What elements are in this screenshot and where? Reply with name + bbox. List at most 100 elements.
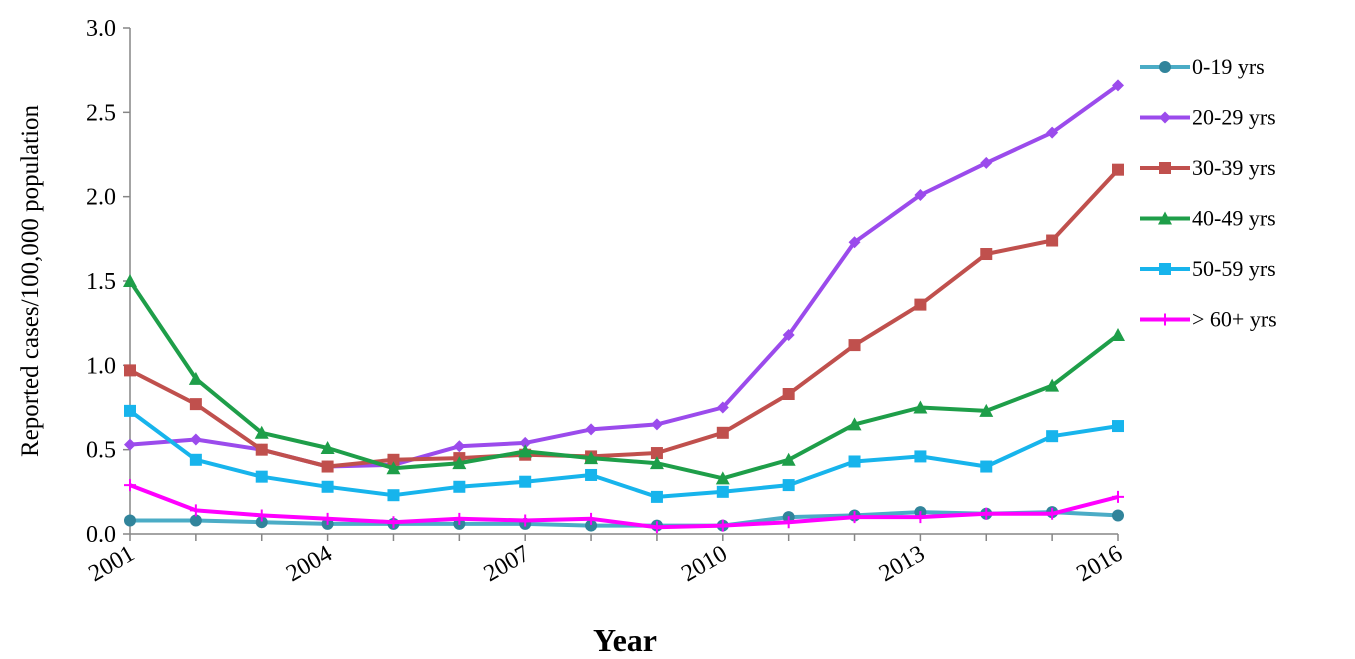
data-point (980, 248, 993, 261)
y-ticks: 0.0 0.5 1.0 1.5 2.0 2.5 3.0 (86, 16, 130, 548)
data-point (255, 509, 268, 522)
legend-marker (1159, 162, 1171, 174)
series-line (129, 483, 1119, 530)
legend-marker (1159, 263, 1171, 275)
data-point (848, 339, 861, 352)
legend-item: 40-49 yrs (1140, 206, 1276, 231)
data-point (848, 236, 861, 249)
data-point (980, 156, 993, 169)
data-point (189, 504, 202, 517)
legend-label: 0-19 yrs (1192, 54, 1265, 79)
data-point (320, 440, 335, 454)
data-point (782, 516, 795, 529)
data-point (650, 447, 663, 460)
data-point (584, 451, 599, 465)
data-point (387, 516, 400, 529)
x-tick-label: 2013 (875, 541, 930, 588)
data-point (914, 511, 927, 524)
series-line (128, 279, 1120, 481)
series-line (130, 510, 1119, 528)
y-tick-label: 1.0 (86, 353, 116, 379)
data-point (1045, 378, 1060, 392)
data-point (321, 480, 334, 493)
data-point (913, 400, 928, 414)
data-point (914, 188, 927, 201)
data-point (650, 521, 663, 534)
legend-item: 50-59 yrs (1140, 256, 1276, 281)
data-point (1112, 420, 1124, 433)
data-point (716, 426, 729, 439)
data-point (387, 453, 400, 466)
data-point (1046, 126, 1059, 139)
legend-item: 30-39 yrs (1140, 155, 1276, 180)
data-point (1046, 507, 1059, 520)
series-6 (124, 479, 1124, 534)
x-tick-label: 2010 (677, 541, 732, 588)
data-point (189, 514, 202, 527)
y-tick-label: 0.5 (86, 438, 116, 464)
series-line (129, 168, 1120, 469)
data-point (715, 471, 730, 485)
data-point (124, 479, 136, 492)
data-point (124, 364, 136, 377)
data-point (519, 436, 532, 449)
data-point (782, 328, 795, 341)
data-point (716, 401, 729, 414)
data-point (716, 519, 729, 532)
data-point (254, 425, 269, 439)
series-2 (124, 79, 1124, 473)
y-tick-label: 1.5 (86, 269, 116, 295)
legend: 0-19 yrs 20-29 yrs 30-39 yrs 40-49 yrs 50-59… (1140, 54, 1277, 332)
legend-item: 20-29 yrs (1140, 105, 1276, 130)
data-point (519, 514, 532, 527)
x-ticks: 2001 2004 2007 2010 2013 2016 (84, 534, 1127, 587)
data-point (321, 460, 334, 473)
legend-marker (1159, 61, 1171, 73)
legend-item: > 60+ yrs (1140, 307, 1277, 332)
data-point (321, 512, 334, 525)
data-point (255, 516, 268, 529)
legend-marker (1158, 211, 1172, 225)
series-5 (124, 404, 1124, 503)
data-point (452, 456, 467, 470)
data-point (782, 388, 795, 401)
data-point (914, 298, 927, 311)
data-point (585, 468, 598, 481)
data-point (585, 512, 598, 525)
data-point (519, 475, 532, 488)
x-axis-title: Year (593, 622, 657, 658)
data-point (848, 455, 861, 468)
data-point (781, 452, 796, 466)
y-axis-title: Reported cases/100,000 population (17, 104, 44, 457)
legend-label: 40-49 yrs (1192, 206, 1276, 231)
data-point (255, 443, 268, 456)
data-point (387, 489, 400, 502)
x-tick-label: 2007 (480, 541, 535, 588)
data-point (1112, 79, 1124, 92)
data-point (453, 512, 466, 525)
y-tick-label: 3.0 (86, 16, 116, 42)
data-point (1111, 327, 1125, 341)
data-point (453, 480, 466, 493)
data-point (847, 417, 862, 431)
data-point (585, 423, 598, 436)
data-point (650, 490, 663, 503)
data-point (980, 460, 993, 473)
data-point (386, 461, 401, 475)
data-point (1046, 430, 1059, 443)
data-point (189, 453, 202, 466)
y-tick-label: 2.5 (86, 100, 116, 126)
data-point (124, 404, 136, 417)
data-point (124, 514, 136, 527)
data-point (585, 519, 598, 532)
data-point (716, 485, 729, 498)
legend-label: 20-29 yrs (1192, 105, 1276, 130)
data-point (189, 398, 202, 411)
data-point (848, 511, 861, 524)
data-point (123, 274, 137, 287)
data-point (518, 444, 533, 458)
legend-item: 0-19 yrs (1140, 54, 1265, 79)
data-point (1112, 490, 1124, 503)
axes (129, 28, 1118, 535)
